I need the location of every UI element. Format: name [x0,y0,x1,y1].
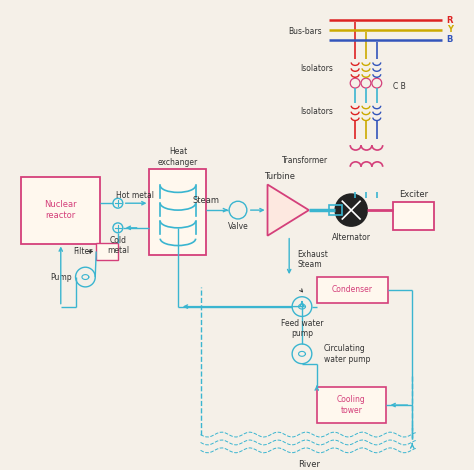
Text: Hot metal: Hot metal [116,191,154,200]
Text: Cold
metal: Cold metal [107,236,129,255]
Text: R: R [447,16,453,24]
Text: Alternator: Alternator [332,233,371,242]
Text: Bus-bars: Bus-bars [288,27,322,36]
Text: Feed water
pump: Feed water pump [281,319,323,338]
Text: Turbine: Turbine [264,172,295,181]
Bar [328,205,342,215]
Text: Exciter: Exciter [399,190,428,199]
Bar [317,387,386,423]
Text: Nuclear
reactor: Nuclear reactor [45,200,77,220]
Polygon shape [267,185,309,235]
Text: Isolators: Isolators [301,64,334,73]
Text: C B: C B [392,82,405,91]
Bar [96,243,118,260]
Circle shape [336,195,367,226]
Text: Y: Y [447,25,453,34]
Text: Exhaust
Steam: Exhaust Steam [297,250,328,269]
Bar [392,202,434,230]
Text: Cooling
tower: Cooling tower [337,395,365,415]
Bar [317,277,388,303]
Text: Transformer: Transformer [283,157,328,165]
Text: Filter: Filter [73,247,92,256]
Text: Steam: Steam [193,196,220,205]
Bar [149,169,207,255]
Text: Condenser: Condenser [332,285,373,294]
Text: River: River [298,460,320,469]
Text: Heat
exchanger: Heat exchanger [158,147,198,167]
Text: Circulating
water pump: Circulating water pump [324,344,370,364]
Text: Isolators: Isolators [301,107,334,116]
Text: Valve: Valve [228,222,248,231]
Text: B: B [447,35,453,44]
Bar [21,177,100,243]
Text: Pump: Pump [50,273,72,282]
